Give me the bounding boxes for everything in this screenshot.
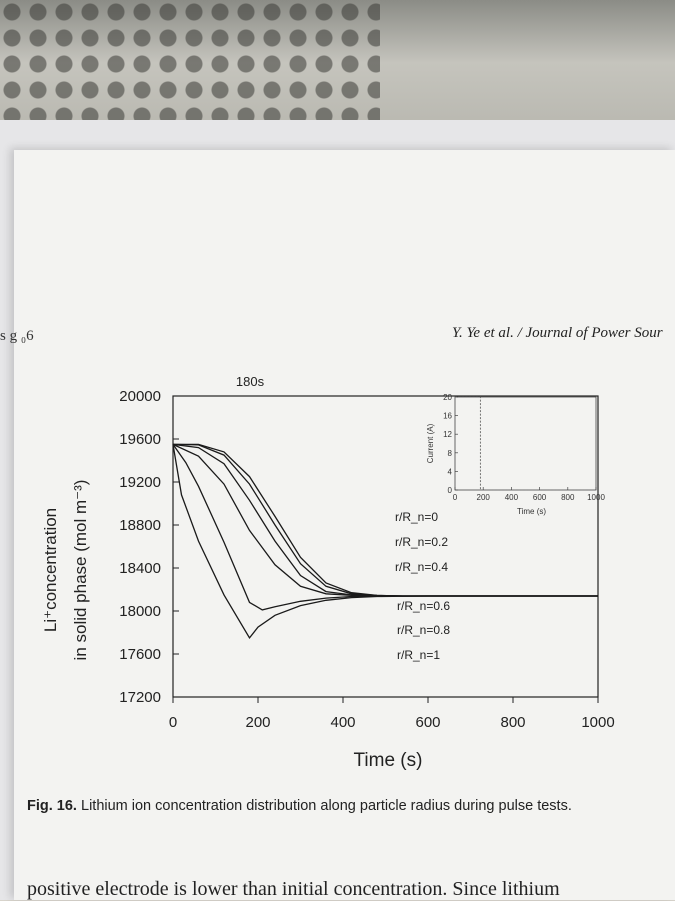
inset-y-tick-label: 12 [443,430,452,439]
series-label: r/R_n=0.6 [397,599,450,613]
series-label: r/R_n=0.4 [395,560,448,574]
x-tick-label: 600 [415,714,440,731]
inset-y-tick-label: 20 [443,393,452,402]
inset-x-tick-label: 400 [505,493,519,502]
running-head: Y. Ye et al. / Journal of Power Sour [452,325,663,341]
plot-frame [172,395,599,698]
inset-series-line [455,396,596,491]
series-label: r/R_n=0.8 [397,623,450,637]
y-tick-label: 17200 [119,689,161,706]
inset-frame [454,396,597,491]
x-tick-label: 400 [330,714,355,731]
inset-y-tick-label: 8 [448,449,453,458]
series-label: r/R_n=1 [397,648,440,662]
inset-y-tick-label: 4 [448,467,453,476]
y-axis-title-line2: in solid phase (mol m⁻³) [71,480,90,661]
inset-x-title: Time (s) [517,507,546,516]
series-line [172,444,598,640]
y-tick-label: 17600 [119,646,161,663]
inset-y-title: Current (A) [426,423,435,463]
annotation-180s: 180s [236,374,265,389]
perforated-tray [0,0,380,120]
series-label: r/R_n=0.2 [395,535,448,549]
inset-x-tick-label: 800 [561,493,575,502]
y-tick-label: 18400 [119,560,161,577]
desk-background [0,0,675,140]
caption-text: Lithium ion concentration distribution a… [81,798,572,814]
inset-y-tick-label: 0 [448,486,453,495]
y-axis-title-line1: Li⁺concentration [41,508,60,632]
x-tick-label: 200 [245,714,270,731]
page-fragment-left: s g ₀6 [0,328,34,344]
caption-label: Fig. 16. [27,798,77,814]
inset-x-tick-label: 600 [533,493,547,502]
journal-page [14,150,675,900]
concentration-chart: 0 200 400 600 800 100020000196001920018800184… [41,374,615,771]
y-tick-label: 18000 [119,603,161,620]
series-label: r/R_n=0 [395,510,438,524]
x-tick-label: 1000 [581,714,614,731]
y-tick-label: 20000 [119,388,161,405]
x-tick-label: 0 [169,714,177,731]
inset-x-tick-label: 1000 [587,493,605,502]
inset-x-tick-label: 200 [477,493,491,502]
inset-x-tick-label: 0 [453,493,458,502]
y-tick-label: 19600 [119,431,161,448]
figure-caption: Fig. 16. Lithium ion concentration distr… [27,797,657,815]
x-tick-label: 800 [500,714,525,731]
y-tick-label: 19200 [119,474,161,491]
body-text-line: positive electrode is lower than initial… [27,878,560,900]
inset-y-tick-label: 16 [443,412,452,421]
y-tick-label: 18800 [119,517,161,534]
x-axis-title: Time (s) [354,750,423,771]
